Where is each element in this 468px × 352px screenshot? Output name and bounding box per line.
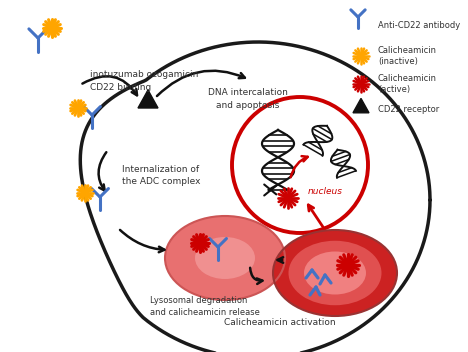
Ellipse shape: [232, 97, 368, 233]
Ellipse shape: [304, 251, 366, 295]
Ellipse shape: [288, 241, 381, 305]
Text: nucleus: nucleus: [308, 188, 343, 196]
Text: Calicheamicin activation: Calicheamicin activation: [224, 318, 336, 327]
Polygon shape: [80, 42, 430, 352]
Text: CD22 receptor: CD22 receptor: [378, 106, 439, 114]
Text: Calicheamicin
(inactive): Calicheamicin (inactive): [378, 46, 437, 66]
Polygon shape: [353, 99, 369, 113]
Text: inotuzumab ozogamicin
CD22 binding: inotuzumab ozogamicin CD22 binding: [90, 70, 198, 92]
Ellipse shape: [180, 226, 270, 289]
Circle shape: [270, 189, 271, 191]
Text: Calicheamicin
(active): Calicheamicin (active): [378, 74, 437, 94]
Text: Internalization of
the ADC complex: Internalization of the ADC complex: [122, 165, 200, 187]
Text: DNA intercalation
and apoptosis: DNA intercalation and apoptosis: [208, 88, 288, 109]
Polygon shape: [138, 90, 158, 108]
Text: Lysosomal degradation
and calicheamicin release: Lysosomal degradation and calicheamicin …: [150, 296, 260, 317]
Ellipse shape: [273, 230, 397, 316]
Ellipse shape: [195, 237, 255, 279]
Text: Anti-CD22 antibody: Anti-CD22 antibody: [378, 21, 460, 31]
Ellipse shape: [165, 216, 285, 300]
